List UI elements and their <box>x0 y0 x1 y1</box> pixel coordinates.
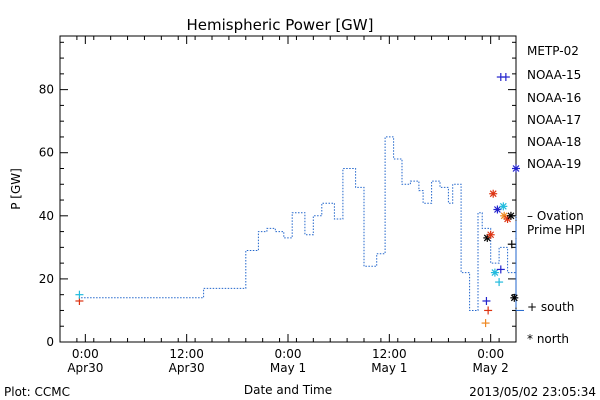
legend-noaa-16: NOAA-16 <box>527 91 581 105</box>
south-point <box>495 278 504 287</box>
legend-noaa-17: NOAA-17 <box>527 113 581 127</box>
x-tick-date-label: May 2 <box>473 361 509 375</box>
north-point <box>506 211 515 220</box>
legend-noaa-18: NOAA-18 <box>527 135 581 149</box>
south-point <box>482 296 491 305</box>
legend-noaa-19: NOAA-19 <box>527 157 581 171</box>
north-point <box>489 189 498 198</box>
ovation-prime-hpi-line <box>81 136 517 311</box>
plot-timestamp: 2013/05/02 23:05:34 <box>469 385 596 399</box>
south-point <box>484 306 493 315</box>
north-point <box>490 268 499 277</box>
legend-prime-hpi: Prime HPI <box>527 223 585 237</box>
legend-noaa-15: NOAA-15 <box>527 68 581 82</box>
legend-metp-02: METP-02 <box>527 44 579 58</box>
north-point <box>512 164 520 173</box>
north-point <box>499 202 508 211</box>
south-point <box>507 240 516 249</box>
x-tick-time-label: 0:00 <box>72 347 99 361</box>
x-tick-time-label: 12:00 <box>372 347 407 361</box>
plot-frame <box>59 35 517 343</box>
south-point <box>481 319 490 328</box>
legend-south: + south <box>527 300 574 314</box>
x-tick-date-label: May 1 <box>270 361 306 375</box>
x-tick-time-label: 12:00 <box>169 347 204 361</box>
south-point <box>496 265 505 274</box>
y-tick-label: 40 <box>39 209 54 223</box>
x-tick-time-label: 0:00 <box>477 347 504 361</box>
x-tick-date-label: Apr30 <box>169 361 205 375</box>
chart-title: Hemispheric Power [GW] <box>187 16 374 34</box>
satellite-points <box>75 73 520 328</box>
north-point <box>493 205 502 214</box>
x-tick-date-label: May 1 <box>371 361 407 375</box>
y-axis: 0 20 40 60 80 <box>39 41 516 349</box>
y-tick-label: 0 <box>46 335 54 349</box>
x-axis-label: Date and Time <box>244 383 332 397</box>
y-tick-label: 80 <box>39 83 54 97</box>
x-tick-time-label: 0:00 <box>275 347 302 361</box>
north-point <box>486 230 495 239</box>
plot-credit: Plot: CCMC <box>4 385 70 399</box>
north-point <box>510 293 519 302</box>
south-point <box>501 73 510 82</box>
y-axis-label: P [GW] <box>9 168 23 210</box>
x-tick-date-label: Apr30 <box>67 361 103 375</box>
legend-north: * north <box>527 332 569 346</box>
y-tick-label: 60 <box>39 146 54 160</box>
y-tick-label: 20 <box>39 272 54 286</box>
legend-ovation: – Ovation <box>527 209 584 223</box>
south-point <box>75 290 84 299</box>
legend: METP-02 NOAA-15 NOAA-16 NOAA-17 NOAA-18 … <box>527 44 585 346</box>
